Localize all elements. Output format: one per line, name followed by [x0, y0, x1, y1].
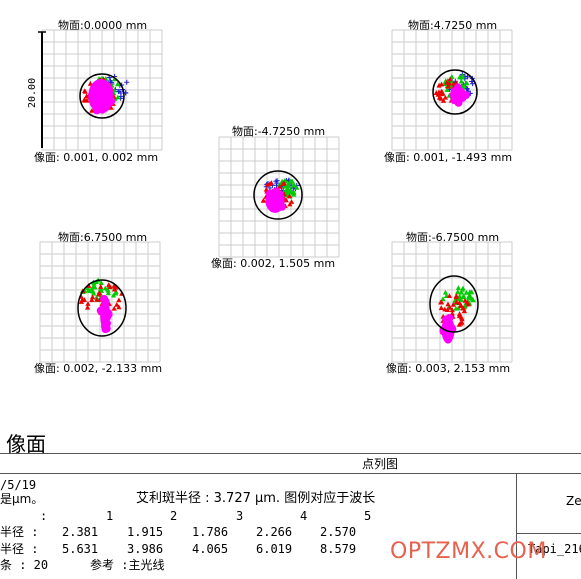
geo-value: 6.019 — [256, 542, 293, 556]
spot-diagram-plot — [218, 136, 340, 258]
field-number: 4 — [300, 509, 308, 523]
spot-diagram-plot — [39, 241, 161, 363]
ray-count-text: 条 : 20 — [0, 558, 49, 572]
field-number: 5 — [364, 509, 372, 523]
image-coord-label: 像面: 0.001, -1.493 mm — [384, 151, 513, 164]
field-number: 1 — [106, 509, 114, 523]
info-table: 点列图 /5/19 是μm。 艾利斑半径 : 3.727 μm. 图例对应于波长… — [0, 453, 581, 579]
object-height-label: 物面:4.7250 mm — [408, 19, 498, 32]
table-divider — [516, 533, 581, 534]
geo-value: 8.579 — [320, 542, 357, 556]
object-height-label: 物面:6.7500 mm — [58, 231, 148, 244]
object-height-label: 物面:-4.7250 mm — [232, 125, 326, 138]
table-divider — [0, 473, 581, 474]
spot-diagram-plot — [38, 29, 163, 151]
rms-value: 2.381 — [62, 525, 99, 539]
object-height-label: 物面:0.0000 mm — [58, 19, 148, 32]
image-coord-label: 像面: 0.003, 2.153 mm — [386, 362, 511, 375]
table-header: 点列图 — [362, 457, 399, 471]
rms-value: 1.786 — [192, 525, 229, 539]
field-number: 2 — [170, 509, 178, 523]
airy-radius-text: 艾利斑半径 : 3.727 μm. 图例对应于波长 — [136, 491, 376, 506]
spot-diagram-plot — [391, 241, 513, 363]
date-text: /5/19 — [0, 478, 37, 492]
spot-diagram-plot — [391, 29, 513, 151]
rms-value: 1.915 — [127, 525, 164, 539]
field-number: 3 — [236, 509, 244, 523]
field-numbers-label: : — [40, 509, 48, 523]
object-height-label: 物面:-6.7500 mm — [406, 231, 500, 244]
rms-value: 2.570 — [320, 525, 357, 539]
rms-value: 2.266 — [256, 525, 293, 539]
table-divider — [516, 473, 517, 579]
design-title-fragment: Ze — [566, 494, 581, 508]
geo-value: 5.631 — [62, 542, 99, 556]
geo-value: 3.986 — [127, 542, 164, 556]
rms-radius-label: 半径 : — [0, 525, 39, 539]
units-note: 是μm。 — [0, 492, 44, 506]
geo-value: 4.065 — [192, 542, 229, 556]
image-coord-label: 像面: 0.002, 1.505 mm — [211, 257, 336, 270]
scale-bar-label: 20.00 — [27, 77, 38, 108]
file-name-fragment: Tapi_216 — [528, 542, 581, 556]
image-coord-label: 像面: 0.001, 0.002 mm — [34, 151, 159, 164]
section-title: 像面 — [6, 432, 46, 456]
reference-text: 参考 :主光线 — [90, 558, 165, 572]
watermark-text: OPTZMX.COM — [390, 539, 547, 564]
geo-radius-label: 半径 : — [0, 542, 39, 556]
image-coord-label: 像面: 0.002, -2.133 mm — [34, 362, 163, 375]
